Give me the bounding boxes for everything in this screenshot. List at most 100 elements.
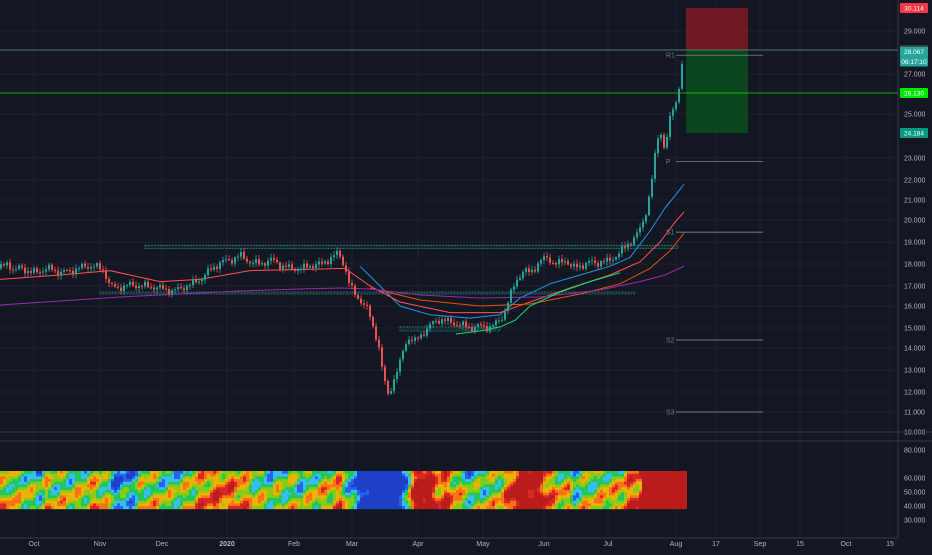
oscillator-cell xyxy=(336,495,339,499)
horizontal-lines[interactable] xyxy=(0,49,898,94)
oscillator-cell xyxy=(528,481,531,485)
oscillator-cell xyxy=(675,484,678,488)
oscillator-cell xyxy=(75,489,78,493)
oscillator-cell xyxy=(681,487,684,491)
oscillator-cell xyxy=(201,479,204,483)
candle-body xyxy=(552,262,554,264)
oscillator-cell xyxy=(117,476,120,480)
oscillator-cell xyxy=(561,473,564,477)
candle-body xyxy=(234,257,236,264)
oscillator-cell xyxy=(282,498,285,502)
oscillator-cell xyxy=(222,492,225,496)
oscillator-cell xyxy=(42,473,45,477)
oscillator-cell xyxy=(357,473,360,477)
oscillator-cell xyxy=(132,489,135,493)
oscillator-cell xyxy=(609,481,612,485)
oscillator-cell xyxy=(96,506,99,510)
oscillator-cell xyxy=(78,471,81,475)
oscillator-cell xyxy=(510,479,513,483)
oscillator-cell xyxy=(381,479,384,483)
oscillator-cell xyxy=(156,506,159,510)
oscillator-cell xyxy=(264,489,267,493)
oscillator-cell xyxy=(252,489,255,493)
oscillator-cell xyxy=(75,492,78,496)
oscillator-cell xyxy=(93,498,96,502)
oscillator-cell xyxy=(393,495,396,499)
oscillator-cell xyxy=(423,506,426,510)
candle-body xyxy=(171,290,173,295)
oscillator-cell xyxy=(150,487,153,491)
oscillator-cell xyxy=(666,506,669,510)
oscillator-cell xyxy=(444,476,447,480)
oscillator-cell xyxy=(15,479,18,483)
candle-body xyxy=(447,317,449,321)
oscillator-cell xyxy=(558,492,561,496)
oscillator-cell xyxy=(489,492,492,496)
oscillator-cell xyxy=(129,473,132,477)
oscillator-cell xyxy=(135,473,138,477)
oscillator-cell xyxy=(0,492,3,496)
oscillator-cell xyxy=(630,506,633,510)
oscillator-cell xyxy=(435,492,438,496)
oscillator-cell xyxy=(126,498,129,502)
oscillator-cell xyxy=(27,500,30,504)
oscillator-cell xyxy=(684,498,687,502)
oscillator-cell xyxy=(186,500,189,504)
oscillator-cell xyxy=(276,476,279,480)
oscillator-cell xyxy=(162,484,165,488)
oscillator-cell xyxy=(132,495,135,499)
oscillator-cell xyxy=(258,471,261,475)
moving-average-line xyxy=(0,211,685,314)
oscillator-cell xyxy=(327,503,330,507)
oscillator-cell xyxy=(102,473,105,477)
oscillator-cell xyxy=(651,498,654,502)
oscillator-cell xyxy=(417,489,420,493)
oscillator-cell xyxy=(594,495,597,499)
candle-body xyxy=(105,270,107,279)
oscillator-cell xyxy=(534,484,537,488)
oscillator-cell xyxy=(603,484,606,488)
oscillator-cell xyxy=(57,479,60,483)
oscillator-cell xyxy=(30,498,33,502)
oscillator-cell xyxy=(318,495,321,499)
oscillator-cell xyxy=(60,476,63,480)
oscillator-cell xyxy=(210,503,213,507)
oscillator-cell xyxy=(645,492,648,496)
oscillator-cell xyxy=(609,498,612,502)
oscillator-cell xyxy=(171,481,174,485)
oscillator-cell xyxy=(282,479,285,483)
oscillator-cell xyxy=(582,498,585,502)
oscillator-cell xyxy=(27,503,30,507)
oscillator-cell xyxy=(654,481,657,485)
oscillator-cell xyxy=(267,471,270,475)
candle-body xyxy=(213,266,215,270)
oscillator-cell xyxy=(651,471,654,475)
oscillator-cell xyxy=(177,503,180,507)
oscillator-cell xyxy=(393,476,396,480)
oscillator-cell xyxy=(417,495,420,499)
oscillator-cell xyxy=(480,481,483,485)
oscillator-cell xyxy=(372,492,375,496)
oscillator-cell xyxy=(597,481,600,485)
oscillator-cell xyxy=(390,471,393,475)
oscillator-cell xyxy=(576,498,579,502)
oscillator-cell xyxy=(132,506,135,510)
oscillator-cell xyxy=(369,479,372,483)
position-tool[interactable] xyxy=(686,8,748,133)
oscillator-cell xyxy=(633,503,636,507)
oscillator-cell xyxy=(522,495,525,499)
oscillator-cell xyxy=(120,484,123,488)
oscillator-cell xyxy=(78,489,81,493)
price-tick-label: 25.000 xyxy=(904,112,926,119)
oscillator-cell xyxy=(528,484,531,488)
oscillator-cell xyxy=(321,489,324,493)
oscillator-cell xyxy=(153,471,156,475)
oscillator-cell xyxy=(162,495,165,499)
oscillator-cell xyxy=(411,500,414,504)
oscillator-cell xyxy=(309,506,312,510)
oscillator-cell xyxy=(159,487,162,491)
oscillator-cell xyxy=(42,487,45,491)
